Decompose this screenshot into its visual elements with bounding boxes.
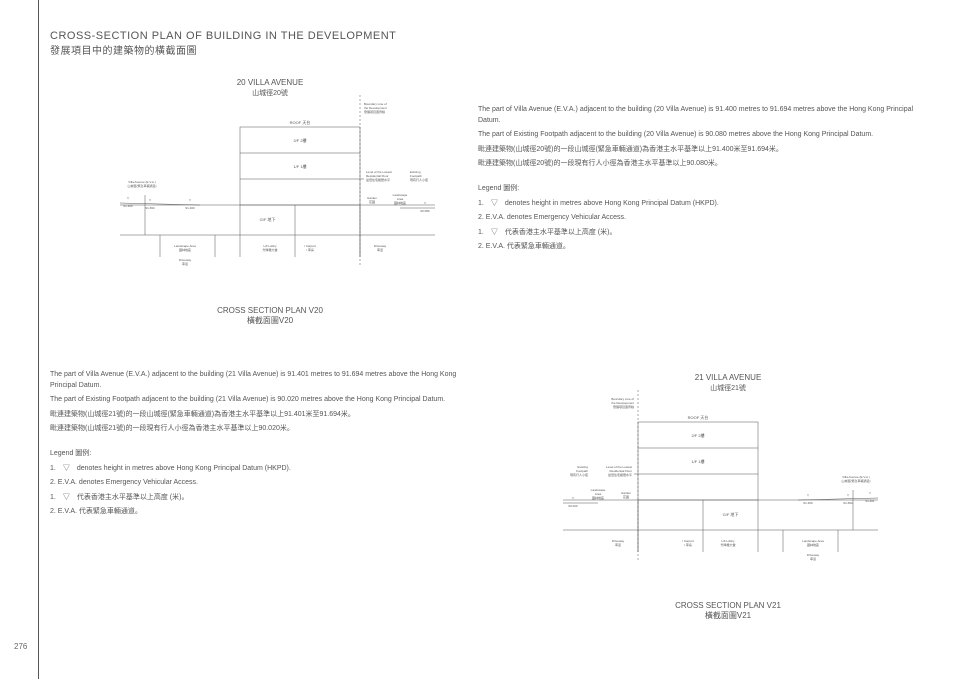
- svg-text:園林地區: 園林地區: [394, 200, 406, 205]
- svg-text:▽: ▽: [847, 493, 850, 497]
- plan21-caption-en: CROSS SECTION PLAN V21: [548, 601, 908, 610]
- svg-text:1/F 1樓: 1/F 1樓: [293, 163, 306, 169]
- svg-text:▽: ▽: [189, 198, 192, 202]
- svg-text:花園: 花園: [369, 199, 375, 204]
- svg-text:G/F 地下: G/F 地下: [723, 511, 739, 517]
- desc-v20: The part of Villa Avenue (E.V.A.) adjace…: [478, 75, 920, 257]
- cross-section-v21: 21 VILLA AVENUE山城徑21號 ROOF 天台 2/F 2樓 1/F 1樓…: [548, 370, 908, 621]
- svg-text:90.080: 90.080: [420, 209, 430, 213]
- svg-text:91.694: 91.694: [145, 206, 155, 210]
- svg-text:▽: ▽: [869, 491, 872, 495]
- svg-text:91.400: 91.400: [123, 204, 133, 208]
- page-number: 276: [14, 642, 27, 651]
- page-title-en: CROSS-SECTION PLAN OF BUILDING IN THE DE…: [50, 30, 920, 42]
- svg-text:▽: ▽: [127, 196, 130, 200]
- svg-text:車道: 車道: [182, 261, 188, 266]
- svg-text:發展項目邊界線: 發展項目邊界線: [613, 404, 634, 409]
- plan21-caption-zh: 橫截面圖V21: [548, 610, 908, 621]
- svg-text:車道: 車道: [377, 247, 383, 252]
- svg-text:20 VILLA AVENUE: 20 VILLA AVENUE: [237, 78, 304, 87]
- svg-text:/ 車房: / 車房: [306, 247, 314, 252]
- svg-text:車道: 車道: [615, 542, 621, 547]
- svg-text:車道: 車道: [810, 556, 816, 561]
- desc-v21: The part of Villa Avenue (E.V.A.) adjace…: [50, 370, 470, 522]
- svg-text:2/F 2樓: 2/F 2樓: [293, 137, 306, 143]
- page-title-zh: 發展項目中的建築物的橫截面圖: [50, 42, 920, 57]
- svg-text:發展項目邊界線: 發展項目邊界線: [364, 109, 385, 114]
- svg-text:現有行人小徑: 現有行人小徑: [570, 472, 588, 477]
- svg-text:/ 車房: / 車房: [684, 542, 692, 547]
- svg-text:最低住宅樓層水平: 最低住宅樓層水平: [366, 177, 390, 182]
- svg-text:91.694: 91.694: [843, 501, 853, 505]
- svg-text:園林地區: 園林地區: [179, 247, 191, 252]
- svg-text:▽: ▽: [572, 496, 575, 500]
- svg-text:升降機大堂: 升降機大堂: [262, 247, 277, 252]
- svg-text:園林地區: 園林地區: [807, 542, 819, 547]
- plan20-caption-en: CROSS SECTION PLAN V20: [90, 306, 450, 315]
- svg-text:現有行人小徑: 現有行人小徑: [410, 177, 428, 182]
- svg-text:山城徑(緊急車輛通道): 山城徑(緊急車輛通道): [128, 183, 157, 188]
- svg-text:▽: ▽: [149, 198, 152, 202]
- cross-section-v20: 20 VILLA AVENUE山城徑20號 ROOF 天台 2/F 2樓 1/F 1樓…: [90, 75, 450, 326]
- svg-text:G/F 地下: G/F 地下: [260, 216, 276, 222]
- svg-text:花園: 花園: [623, 494, 629, 499]
- svg-text:▽: ▽: [424, 201, 427, 205]
- svg-text:21 VILLA AVENUE: 21 VILLA AVENUE: [695, 373, 762, 382]
- svg-text:1/F 1樓: 1/F 1樓: [691, 458, 704, 464]
- svg-text:升降機大堂: 升降機大堂: [720, 542, 735, 547]
- plan20-caption-zh: 橫截面圖V20: [90, 315, 450, 326]
- svg-text:山城徑20號: 山城徑20號: [252, 88, 288, 97]
- svg-text:91.200: 91.200: [803, 501, 813, 505]
- svg-text:91.401: 91.401: [865, 499, 875, 503]
- svg-text:90.020: 90.020: [568, 504, 578, 508]
- svg-text:91.200: 91.200: [185, 206, 195, 210]
- svg-text:山城徑21號: 山城徑21號: [710, 383, 746, 392]
- svg-text:最低住宅樓層水平: 最低住宅樓層水平: [608, 472, 632, 477]
- svg-text:▽: ▽: [807, 493, 810, 497]
- svg-text:ROOF 天台: ROOF 天台: [688, 414, 709, 420]
- svg-text:山城徑(緊急車輛通道): 山城徑(緊急車輛通道): [842, 478, 871, 483]
- svg-text:2/F 2樓: 2/F 2樓: [691, 432, 704, 438]
- svg-text:園林地區: 園林地區: [592, 495, 604, 500]
- svg-text:ROOF 天台: ROOF 天台: [290, 119, 311, 125]
